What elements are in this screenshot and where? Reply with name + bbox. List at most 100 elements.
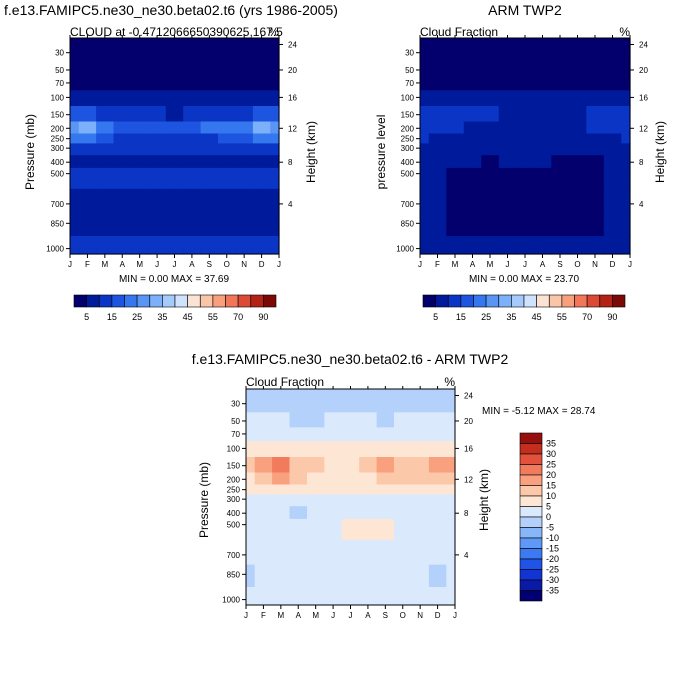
p0-cell — [183, 90, 202, 107]
p2-cell — [289, 457, 308, 473]
p0-cell — [200, 38, 219, 62]
p2-cell — [246, 587, 256, 606]
p0-cell — [183, 213, 202, 237]
p1-cell — [621, 167, 631, 190]
colorbar-label: 70 — [233, 312, 243, 322]
panel1-subtitle-right: % — [268, 25, 279, 39]
p1-ytick-label: 150 — [401, 111, 415, 120]
p1-cell — [420, 236, 430, 255]
p0-cell — [78, 133, 97, 144]
p0-cell — [235, 106, 254, 122]
p2-cell — [307, 564, 325, 588]
p0-cell — [131, 90, 149, 107]
p1-cell — [481, 167, 500, 190]
p0-cell — [165, 188, 184, 215]
p2-ytick-label: 500 — [227, 521, 241, 530]
p2-ytick-label: 200 — [227, 475, 241, 484]
p0-cell — [70, 155, 80, 169]
p2-cell — [289, 587, 308, 606]
p0-cell — [252, 76, 271, 91]
p2-cell — [446, 457, 456, 473]
p0-cell — [165, 133, 184, 144]
colorbar-label: -5 — [546, 523, 554, 533]
p2-cell — [324, 457, 343, 473]
p1-cell — [516, 188, 535, 215]
p1-cell — [586, 106, 605, 122]
p2-cell — [254, 539, 273, 566]
p2-xtick-label: S — [383, 611, 388, 620]
colorbar-box — [485, 294, 500, 308]
p0-htick-label: 4 — [288, 200, 293, 209]
p1-ytick-label: 500 — [401, 170, 415, 179]
p1-cell — [420, 188, 430, 215]
p2-cell — [428, 389, 447, 413]
p1-cell — [420, 167, 430, 190]
p2-cell — [359, 389, 378, 413]
colorbar-box — [519, 453, 543, 465]
p1-cell — [568, 121, 587, 135]
p1-cell — [516, 236, 535, 255]
p1-cell — [533, 61, 552, 77]
p0-cell — [70, 106, 80, 122]
p1-ytick-label: 250 — [401, 135, 415, 144]
p0-cell — [218, 188, 236, 215]
p2-ytick-label: 150 — [227, 462, 241, 471]
p1-cell — [481, 133, 500, 144]
p2-cell — [411, 389, 430, 413]
p1-cell — [516, 76, 535, 91]
p1-cell — [446, 143, 465, 156]
p1-cell — [516, 155, 535, 169]
p2-cell — [446, 506, 456, 520]
p2-cell — [307, 389, 325, 413]
colorbar-box — [519, 569, 543, 581]
p2-cell — [289, 506, 308, 520]
p0-cell — [235, 121, 254, 135]
p0-cell — [200, 236, 219, 255]
p2-cell — [428, 412, 447, 428]
p0-cell — [252, 236, 271, 255]
p2-cell — [446, 539, 456, 566]
p1-cell — [428, 76, 447, 91]
panel2-colorbar: 5 15 25 35 45 55 70 90 — [422, 294, 626, 322]
p2-cell — [428, 494, 447, 507]
p2-cell — [411, 427, 430, 442]
p0-cell — [113, 188, 132, 215]
colorbar-box — [548, 294, 563, 308]
p0-cell — [96, 76, 115, 91]
p0-cell — [218, 167, 236, 190]
p1-cell — [428, 61, 447, 77]
p0-cell — [218, 90, 236, 107]
p0-cell — [131, 188, 149, 215]
p0-cell — [148, 213, 167, 237]
p1-cell — [446, 133, 465, 144]
p0-cell — [200, 167, 219, 190]
p0-cell — [200, 76, 219, 91]
p2-cell — [272, 412, 291, 428]
p2-cell — [272, 506, 291, 520]
p2-cell — [324, 427, 343, 442]
p2-cell — [272, 564, 291, 588]
p2-cell — [446, 427, 456, 442]
p0-ytick-label: 100 — [51, 93, 65, 102]
p2-cell — [254, 506, 273, 520]
colorbar-box — [435, 294, 449, 308]
p2-cell — [411, 494, 430, 507]
p1-cell — [481, 155, 500, 169]
p0-cell — [200, 61, 219, 77]
p1-cell — [551, 121, 570, 135]
colorbar-box — [519, 464, 543, 476]
p0-xtick-label: M — [101, 260, 108, 269]
p2-cell — [307, 506, 325, 520]
p2-ytick-label: 70 — [231, 430, 240, 439]
p1-cell — [446, 167, 465, 190]
p2-cell — [376, 412, 395, 428]
p1-cell — [498, 76, 517, 91]
p2-cell — [376, 441, 395, 458]
colorbar-label: 15 — [546, 481, 556, 491]
p1-xtick-label: N — [592, 260, 598, 269]
p2-cell — [272, 427, 291, 442]
p0-cell — [252, 90, 271, 107]
p1-cell — [551, 213, 570, 237]
